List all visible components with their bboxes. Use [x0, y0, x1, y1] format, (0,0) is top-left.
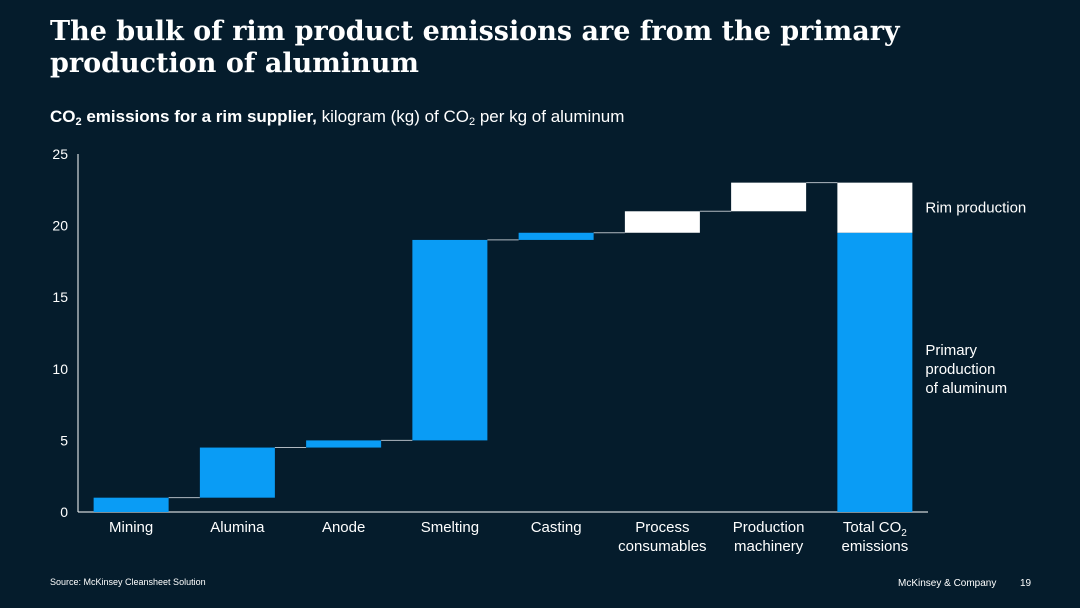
subtitle-bold-suffix: emissions for a rim supplier, [81, 107, 317, 126]
subtitle-unit-suffix: per kg of aluminum [475, 107, 625, 126]
subtitle-unit-text: kilogram (kg) of CO [321, 107, 469, 126]
subtitle-unit-subscript: 2 [468, 116, 476, 128]
y-tick-label: 0 [60, 504, 68, 520]
bar-total-rim [837, 182, 913, 233]
x-category-label: machinery [734, 538, 804, 555]
y-tick-label: 10 [52, 361, 68, 377]
x-category-label-total-line2: emissions [842, 538, 909, 555]
page-number: 19 [1020, 578, 1032, 589]
bar-alumina [199, 447, 275, 498]
x-category-label: Mining [109, 519, 153, 536]
bar-smelting [412, 239, 488, 441]
bar-production-machinery [731, 182, 807, 212]
subtitle-co-text: CO [50, 107, 76, 126]
x-category-label-total: Total CO2 [843, 519, 907, 539]
legend-primary-production: of aluminum [925, 380, 1007, 397]
x-category-label: Production [733, 519, 805, 536]
bar-process-consumables [624, 211, 700, 233]
legend-primary-production: production [925, 361, 995, 378]
x-category-label: consumables [618, 538, 706, 555]
source-note: Source: McKinsey Cleansheet Solution [50, 577, 206, 587]
x-category-label: Casting [531, 519, 582, 536]
bar-mining [93, 497, 169, 512]
legend-rim-production: Rim production [925, 200, 1026, 217]
bar-casting [518, 232, 594, 240]
total-label-text: Total CO [843, 519, 901, 536]
bar-total-primary [837, 232, 913, 512]
x-category-label: Process [635, 519, 689, 536]
y-tick-label: 25 [52, 146, 68, 162]
total-label-subscript: 2 [901, 528, 907, 539]
bar-anode [306, 440, 382, 448]
legend-primary-production: Primary [925, 342, 977, 359]
subtitle-co-subscript: 2 [75, 116, 82, 128]
subtitle-bold: CO2 emissions for a rim supplier, [50, 107, 322, 128]
x-category-label: Alumina [210, 519, 265, 536]
y-tick-label: 15 [52, 289, 68, 305]
brand-label: McKinsey & Company [898, 578, 997, 589]
slide-title: The bulk of rim product emissions are fr… [50, 16, 900, 79]
x-category-label: Smelting [421, 519, 479, 536]
y-tick-label: 20 [52, 218, 68, 234]
chart-subtitle: CO2 emissions for a rim supplier, kilogr… [50, 106, 624, 128]
y-tick-label: 5 [60, 432, 68, 448]
x-category-label: Anode [322, 519, 365, 536]
